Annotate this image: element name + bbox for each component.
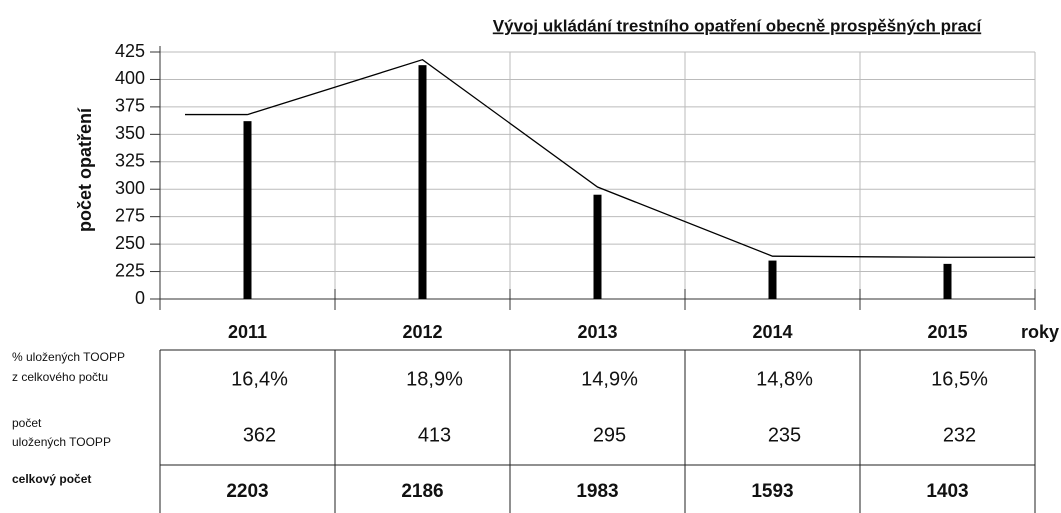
y-tick-label: 425	[115, 41, 145, 61]
y-tick-label: 0	[135, 288, 145, 308]
y-axis-label: počet opatření	[75, 107, 95, 232]
bar	[243, 121, 252, 299]
y-tick-label: 300	[115, 178, 145, 198]
cell: 14,8%	[756, 368, 813, 390]
cell: 18,9%	[406, 368, 463, 390]
row-label: celkový počet	[12, 472, 91, 486]
row-label: uložených TOOPP	[12, 435, 111, 449]
row-label: z celkového počtu	[12, 370, 108, 384]
y-tick-label: 400	[115, 68, 145, 88]
cell: 16,4%	[231, 368, 288, 390]
bar	[593, 194, 602, 299]
cell: 413	[418, 424, 451, 446]
cell: 1983	[576, 481, 618, 502]
y-tick-label: 325	[115, 151, 145, 171]
row-label: % uložených TOOPP	[12, 350, 125, 364]
chart-title: Vývoj ukládání trestního opatření obecně…	[493, 16, 983, 35]
y-tick-label: 350	[115, 123, 145, 143]
cell: 14,9%	[581, 368, 638, 390]
x-tick-label: 2011	[228, 322, 267, 342]
bar	[418, 65, 427, 299]
cell: 232	[943, 424, 976, 446]
y-tick-label: 375	[115, 96, 145, 116]
x-tick-label: 2015	[927, 322, 967, 342]
line	[247, 58, 948, 258]
y-tick-label: 250	[115, 233, 145, 253]
x-tick-label: 2013	[577, 322, 617, 342]
cell: 2203	[226, 481, 268, 502]
row-label: počet	[12, 416, 42, 430]
cell: 362	[243, 424, 276, 446]
bar	[768, 260, 777, 299]
cell: 16,5%	[931, 368, 988, 390]
cell: 1593	[751, 481, 793, 502]
x-axis-label: roky	[1021, 322, 1059, 342]
bar	[943, 263, 952, 299]
y-tick-label: 225	[115, 260, 145, 280]
cell: 295	[593, 424, 626, 446]
y-tick-label: 275	[115, 205, 145, 225]
cell: 2186	[401, 481, 443, 502]
cell: 235	[768, 424, 801, 446]
x-tick-label: 2014	[752, 322, 792, 342]
cell: 1403	[926, 481, 968, 502]
x-tick-label: 2012	[402, 322, 442, 342]
